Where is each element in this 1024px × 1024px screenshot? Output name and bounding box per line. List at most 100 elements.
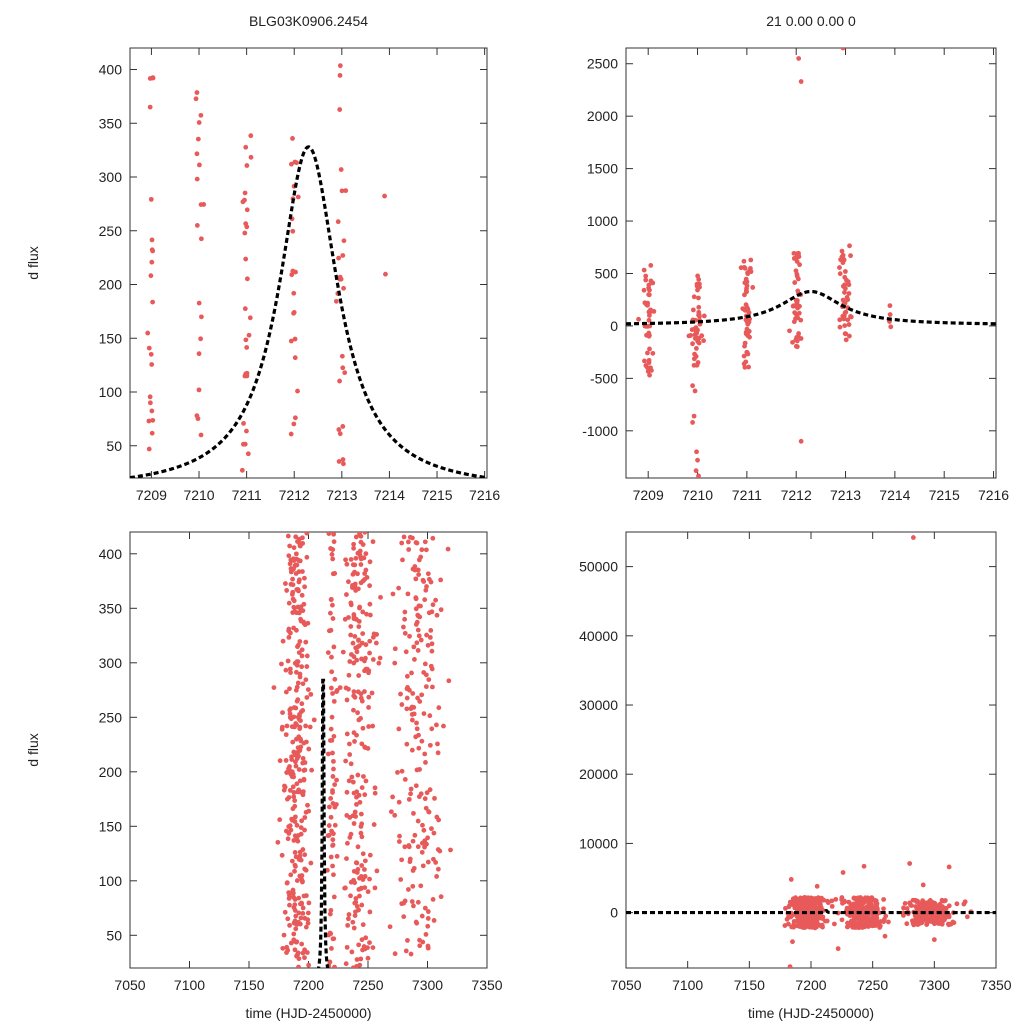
data-point	[793, 255, 799, 261]
data-point	[242, 306, 248, 312]
data-point	[296, 964, 301, 968]
data-point	[289, 757, 295, 762]
data-point	[302, 767, 308, 773]
data-point	[355, 772, 361, 778]
data-point	[337, 378, 342, 384]
data-point	[305, 920, 311, 926]
data-point	[820, 916, 825, 921]
data-point	[427, 635, 433, 640]
data-point	[846, 333, 852, 339]
data-point	[244, 207, 250, 213]
data-point	[416, 745, 422, 751]
data-point	[693, 328, 699, 334]
x-tick-label: 7212	[781, 487, 812, 503]
data-point	[829, 898, 835, 904]
data-point	[332, 822, 338, 828]
data-point	[431, 918, 437, 923]
data-point	[857, 923, 863, 929]
data-point	[406, 796, 412, 802]
data-point	[291, 421, 297, 427]
data-point	[300, 569, 305, 574]
data-point	[407, 633, 412, 639]
data-point	[916, 902, 922, 908]
data-point	[888, 324, 894, 330]
x-tick-label: 7211	[232, 487, 262, 503]
data-point	[648, 278, 654, 284]
data-point	[690, 420, 695, 425]
data-point	[287, 666, 293, 672]
data-point	[311, 717, 317, 723]
data-point	[285, 658, 291, 664]
y-tick-label: 100	[99, 873, 123, 889]
data-point	[305, 802, 310, 808]
data-point	[423, 805, 429, 811]
data-point	[423, 587, 429, 593]
data-point	[362, 668, 367, 674]
data-point	[854, 898, 860, 904]
data-point	[290, 771, 296, 777]
data-point	[818, 923, 824, 929]
data-point	[351, 660, 357, 666]
x-tick-label: 7216	[469, 487, 500, 503]
data-point	[408, 951, 414, 957]
data-point	[303, 809, 309, 815]
data-point	[359, 834, 365, 840]
data-point	[813, 922, 818, 928]
data-point	[303, 639, 309, 645]
data-point	[244, 224, 250, 230]
data-point	[283, 689, 289, 695]
y-tick-label: 50000	[579, 559, 618, 575]
x-tick-label: 7100	[174, 977, 205, 993]
data-point	[414, 640, 420, 646]
y-tick-label: 200	[99, 764, 123, 780]
data-point	[280, 638, 286, 644]
data-point	[414, 726, 420, 732]
data-point	[434, 722, 439, 728]
data-point	[425, 945, 431, 951]
data-point	[244, 276, 250, 282]
data-point	[241, 420, 246, 426]
data-point	[423, 547, 429, 553]
data-point	[355, 586, 361, 592]
data-point	[406, 843, 412, 848]
data-point	[405, 539, 411, 545]
data-point	[296, 734, 302, 740]
data-point	[285, 533, 291, 539]
data-point	[427, 713, 433, 719]
data-point	[289, 557, 295, 563]
data-point	[693, 346, 699, 351]
data-point	[289, 858, 295, 864]
data-point	[295, 388, 300, 394]
data-point	[290, 596, 296, 602]
data-point	[302, 622, 308, 628]
data-point	[351, 545, 357, 551]
data-point	[426, 677, 432, 682]
data-point	[328, 546, 334, 551]
data-point	[290, 589, 296, 595]
data-point	[798, 438, 804, 444]
x-tick-label: 7350	[980, 977, 1011, 993]
data-point	[332, 782, 338, 788]
data-point	[644, 332, 649, 338]
data-point	[415, 844, 421, 850]
data-point	[299, 818, 305, 824]
data-point	[292, 336, 298, 342]
data-point	[362, 858, 368, 864]
data-point	[877, 923, 883, 929]
data-point	[412, 832, 418, 838]
data-point	[329, 946, 334, 951]
data-point	[329, 654, 334, 660]
data-point	[149, 259, 155, 265]
data-point	[296, 767, 302, 772]
data-point	[288, 670, 293, 675]
data-point	[744, 319, 750, 325]
data-point	[417, 767, 422, 772]
data-point	[290, 582, 296, 588]
data-point	[279, 724, 285, 730]
data-point	[366, 694, 372, 700]
data-point	[334, 777, 339, 783]
data-point	[887, 312, 893, 317]
data-point	[289, 272, 295, 278]
data-point	[840, 870, 846, 875]
data-point	[308, 860, 314, 866]
